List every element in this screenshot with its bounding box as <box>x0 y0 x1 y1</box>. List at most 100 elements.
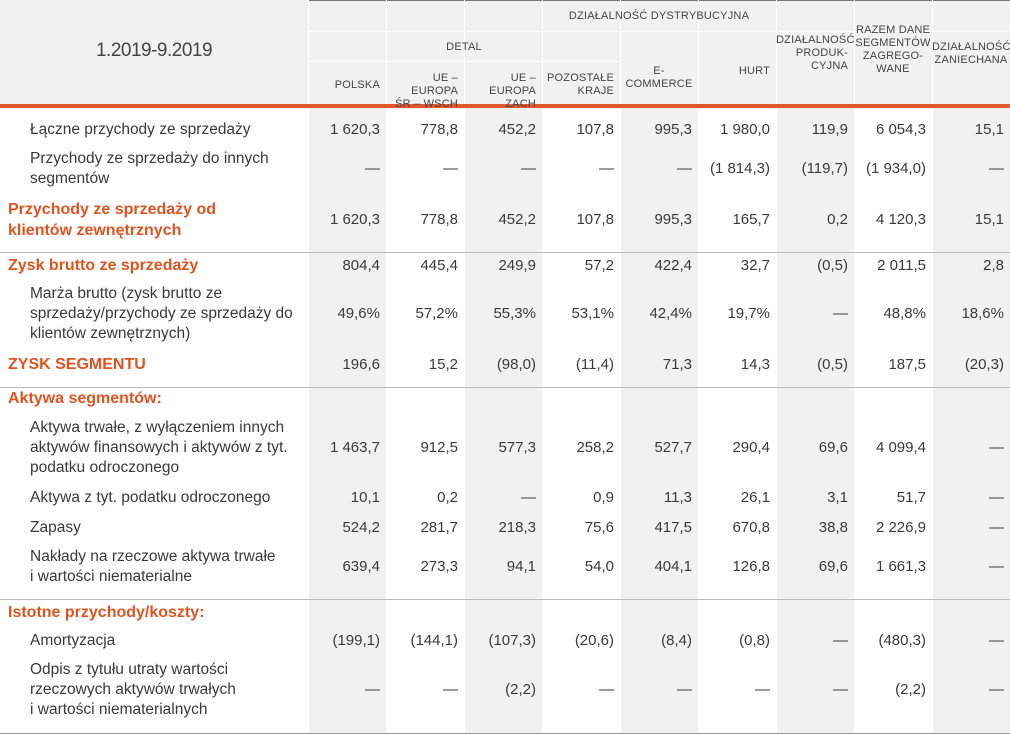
column-divider <box>542 0 543 733</box>
header-top-rule <box>308 0 1010 1</box>
cell-eu-central-east: 15,2 <box>428 355 458 373</box>
row-gross-profit-label: Zysk brutto ze sprzedaży <box>8 257 199 274</box>
row-inventories-label: Zapasy <box>30 519 81 536</box>
header-accent-bar <box>0 104 1010 108</box>
section-rule <box>0 599 1010 600</box>
cell-discontinued: — <box>989 439 1004 456</box>
cell-polska: 524,2 <box>342 519 380 536</box>
cell-polska: — <box>365 160 380 177</box>
cell-other-countries: (20,6) <box>574 632 614 649</box>
period-label: 1.2019-9.2019 <box>95 40 213 61</box>
cell-polska: 804,4 <box>342 256 380 274</box>
cell-aggregated-total: (480,3) <box>878 632 926 649</box>
cell-wholesale: 19,7% <box>727 305 770 322</box>
cell-eu-west: 452,2 <box>498 121 536 138</box>
header-aggregated-total: RAZEM DANE SEGMENTÓW ZAGREGO- WANE <box>855 24 931 75</box>
column-divider <box>854 0 855 733</box>
cell-wholesale: 26,1 <box>740 489 770 506</box>
cell-other-countries: 75,6 <box>584 519 614 536</box>
cell-eu-west: 94,1 <box>506 558 536 575</box>
cell-ecommerce: 404,1 <box>654 558 692 575</box>
cell-wholesale: — <box>755 681 770 698</box>
cell-production: (0,5) <box>817 256 848 274</box>
cell-polska: 49,6% <box>337 305 380 322</box>
cell-wholesale: (1 814,3) <box>709 160 770 177</box>
cell-production: (0,5) <box>817 355 848 373</box>
header-eu-west: UE – EUROPA ZACH <box>489 72 536 110</box>
row-segment-profit-label: ZYSK SEGMENTU <box>8 356 146 373</box>
cell-ecommerce: 71,3 <box>662 355 692 373</box>
cell-eu-west: 452,2 <box>498 211 536 228</box>
header-other-countries: POZOSTAŁE KRAJE <box>547 72 614 97</box>
cell-aggregated-total: 51,7 <box>896 489 926 506</box>
cell-aggregated-total: 187,5 <box>888 355 926 373</box>
cell-aggregated-total: 2 226,9 <box>875 519 926 536</box>
cell-aggregated-total: 48,8% <box>883 305 926 322</box>
cell-other-countries: 107,8 <box>576 121 614 138</box>
cell-eu-west: 218,3 <box>498 519 536 536</box>
cell-discontinued: (20,3) <box>964 355 1004 373</box>
header-rule <box>308 31 1010 32</box>
column-divider <box>932 0 933 733</box>
cell-discontinued: 15,1 <box>974 211 1004 228</box>
cell-wholesale: 290,4 <box>732 439 770 456</box>
row-impairment-label: Odpis z tytułu utraty wartości rzeczowyc… <box>30 661 236 718</box>
cell-wholesale: 670,8 <box>732 519 770 536</box>
row-deferred-tax-assets-label: Aktywa z tyt. podatku odroczonego <box>30 489 271 506</box>
cell-ecommerce: 11,3 <box>663 489 692 506</box>
cell-eu-central-east: 57,2% <box>415 305 458 322</box>
cell-ecommerce: — <box>677 160 692 177</box>
cell-wholesale: 1 980,0 <box>719 121 770 138</box>
cell-aggregated-total: 4 120,3 <box>875 211 926 228</box>
header-production: DZIAŁALNOŚĆ PRODUK- CYJNA <box>776 34 855 72</box>
cell-production: 119,9 <box>811 121 848 138</box>
header-polska: POLSKA <box>334 79 380 91</box>
cell-eu-central-east: 912,5 <box>420 439 458 456</box>
table-header-background <box>0 0 1010 104</box>
row-significant-items-heading-label: Istotne przychody/koszty: <box>8 604 205 621</box>
cell-other-countries: 0,9 <box>593 489 614 506</box>
row-depreciation-label: Amortyzacja <box>30 632 116 649</box>
cell-ecommerce: — <box>677 681 692 698</box>
cell-wholesale: 165,7 <box>732 211 770 228</box>
section-rule <box>0 252 1010 253</box>
cell-ecommerce: 527,7 <box>654 439 692 456</box>
cell-eu-central-east: 0,2 <box>437 489 458 506</box>
header-wholesale: HURT <box>738 65 770 77</box>
cell-discontinued: — <box>989 632 1004 649</box>
cell-discontinued: — <box>989 558 1004 575</box>
table-bottom-rule <box>0 733 1010 734</box>
cell-ecommerce: (8,4) <box>661 632 692 649</box>
cell-other-countries: (11,4) <box>575 355 614 373</box>
cell-aggregated-total: 6 054,3 <box>875 121 926 138</box>
cell-other-countries: 54,0 <box>584 558 614 575</box>
cell-eu-west: — <box>521 489 536 506</box>
column-divider <box>776 0 777 733</box>
cell-polska: 1 620,3 <box>329 121 380 138</box>
column-shade-discontinued <box>932 108 1010 733</box>
cell-ecommerce: 417,5 <box>654 519 692 536</box>
cell-polska: 196,6 <box>342 355 380 373</box>
cell-production: 0,2 <box>827 211 848 228</box>
cell-other-countries: 53,1% <box>571 305 614 322</box>
cell-eu-west: 55,3% <box>493 305 536 322</box>
cell-wholesale: (0,8) <box>739 632 770 649</box>
cell-aggregated-total: 1 661,3 <box>875 558 926 575</box>
section-rule <box>0 387 1010 388</box>
cell-other-countries: 107,8 <box>576 211 614 228</box>
cell-production: — <box>833 305 848 322</box>
cell-aggregated-total: 4 099,4 <box>875 439 926 456</box>
cell-production: — <box>833 632 848 649</box>
row-capex-label: Nakłady na rzeczowe aktywa trwałe i wart… <box>30 548 276 585</box>
cell-polska: 10,1 <box>350 489 380 506</box>
cell-discontinued: — <box>989 160 1004 177</box>
column-shade-ecommerce <box>620 108 698 733</box>
cell-polska: 1 463,7 <box>329 439 380 456</box>
cell-discontinued: — <box>989 489 1004 506</box>
row-total-revenue-label: Łączne przychody ze sprzedaży <box>30 121 251 138</box>
cell-production: 3,1 <box>827 489 848 506</box>
cell-other-countries: 258,2 <box>576 439 614 456</box>
cell-aggregated-total: 2 011,5 <box>877 256 926 274</box>
column-divider <box>464 0 465 733</box>
header-eu-central-east: UE – EUROPA ŚR – WSCH <box>395 72 458 110</box>
